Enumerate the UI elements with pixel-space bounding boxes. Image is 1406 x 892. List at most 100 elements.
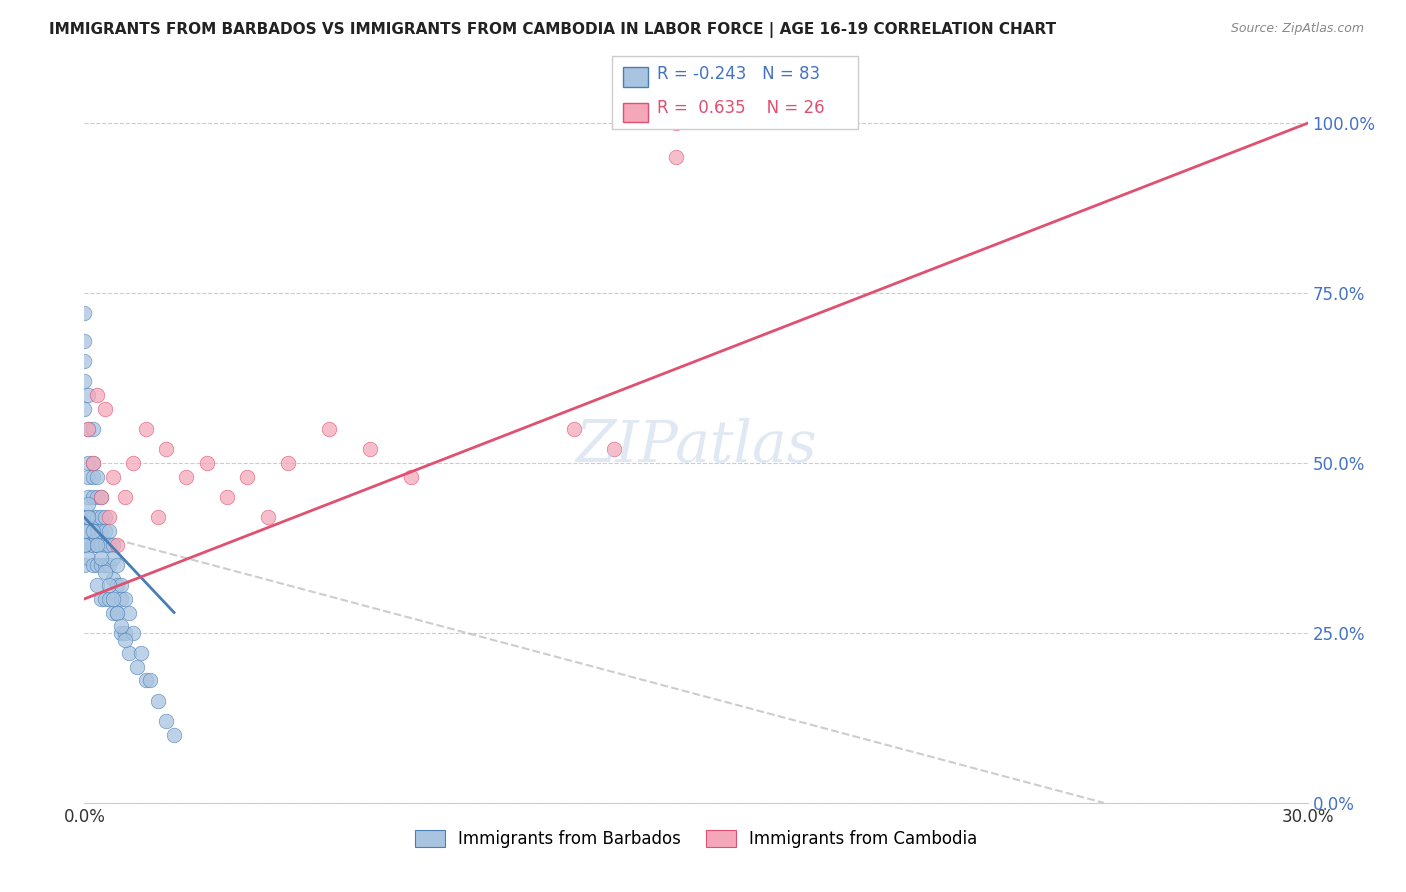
- Point: [86, 388, 108, 402]
- Point: [90, 558, 112, 572]
- Point: [114, 490, 136, 504]
- Point: [77, 422, 100, 436]
- Point: [101, 591, 124, 606]
- Point: [118, 646, 141, 660]
- Point: [97, 537, 120, 551]
- Point: [90, 537, 112, 551]
- Point: [77, 422, 100, 436]
- Point: [86, 510, 108, 524]
- Point: [105, 606, 128, 620]
- Point: [90, 490, 112, 504]
- Point: [399, 469, 422, 483]
- Point: [73, 537, 96, 551]
- Point: [82, 537, 104, 551]
- Point: [86, 558, 108, 572]
- Point: [97, 510, 120, 524]
- Point: [97, 524, 120, 538]
- Point: [562, 422, 585, 436]
- Point: [73, 401, 96, 416]
- Text: R =  0.635    N = 26: R = 0.635 N = 26: [657, 99, 824, 117]
- Point: [114, 591, 136, 606]
- Point: [73, 354, 96, 368]
- Point: [359, 442, 381, 457]
- Point: [77, 497, 100, 511]
- Point: [138, 673, 160, 688]
- Point: [122, 456, 145, 470]
- Point: [127, 660, 149, 674]
- Point: [77, 537, 100, 551]
- Point: [82, 490, 104, 504]
- Point: [277, 456, 299, 470]
- Point: [97, 558, 120, 572]
- Point: [97, 591, 120, 606]
- Point: [77, 469, 100, 483]
- Point: [110, 626, 132, 640]
- Point: [236, 469, 259, 483]
- Point: [73, 334, 96, 348]
- Point: [73, 524, 96, 538]
- Point: [101, 469, 124, 483]
- Point: [73, 375, 96, 389]
- Point: [86, 537, 108, 551]
- Point: [118, 606, 141, 620]
- Point: [82, 456, 104, 470]
- Point: [105, 537, 128, 551]
- Point: [217, 490, 239, 504]
- Point: [110, 591, 132, 606]
- Point: [155, 714, 177, 729]
- Point: [90, 490, 112, 504]
- Point: [97, 578, 120, 592]
- Point: [101, 537, 124, 551]
- Point: [86, 469, 108, 483]
- Text: IMMIGRANTS FROM BARBADOS VS IMMIGRANTS FROM CAMBODIA IN LABOR FORCE | AGE 16-19 : IMMIGRANTS FROM BARBADOS VS IMMIGRANTS F…: [49, 22, 1056, 38]
- Point: [77, 388, 100, 402]
- Point: [77, 551, 100, 566]
- Point: [82, 524, 104, 538]
- Point: [93, 537, 115, 551]
- Point: [86, 490, 108, 504]
- Point: [665, 150, 688, 164]
- Point: [93, 401, 115, 416]
- Point: [93, 558, 115, 572]
- Point: [73, 306, 96, 320]
- Point: [90, 591, 112, 606]
- Point: [82, 524, 104, 538]
- Point: [82, 510, 104, 524]
- Point: [146, 510, 169, 524]
- Point: [101, 551, 124, 566]
- Point: [77, 510, 100, 524]
- Point: [114, 632, 136, 647]
- Point: [318, 422, 340, 436]
- Point: [90, 510, 112, 524]
- Point: [195, 456, 218, 470]
- Point: [93, 510, 115, 524]
- Point: [155, 442, 177, 457]
- Point: [73, 510, 96, 524]
- Point: [114, 626, 136, 640]
- Point: [135, 422, 157, 436]
- Point: [86, 524, 108, 538]
- Point: [82, 558, 104, 572]
- Point: [163, 728, 186, 742]
- Point: [101, 606, 124, 620]
- Legend: Immigrants from Barbados, Immigrants from Cambodia: Immigrants from Barbados, Immigrants fro…: [408, 823, 984, 855]
- Point: [86, 537, 108, 551]
- Point: [110, 578, 132, 592]
- Point: [105, 606, 128, 620]
- Point: [73, 537, 96, 551]
- Text: ZIPatlas: ZIPatlas: [575, 417, 817, 475]
- Point: [101, 572, 124, 586]
- Point: [105, 558, 128, 572]
- Point: [82, 456, 104, 470]
- Point: [603, 442, 626, 457]
- Point: [110, 619, 132, 633]
- Text: Source: ZipAtlas.com: Source: ZipAtlas.com: [1230, 22, 1364, 36]
- Point: [90, 524, 112, 538]
- Point: [105, 578, 128, 592]
- Point: [77, 490, 100, 504]
- Point: [146, 694, 169, 708]
- Point: [82, 422, 104, 436]
- Point: [122, 626, 145, 640]
- Point: [174, 469, 197, 483]
- Point: [77, 524, 100, 538]
